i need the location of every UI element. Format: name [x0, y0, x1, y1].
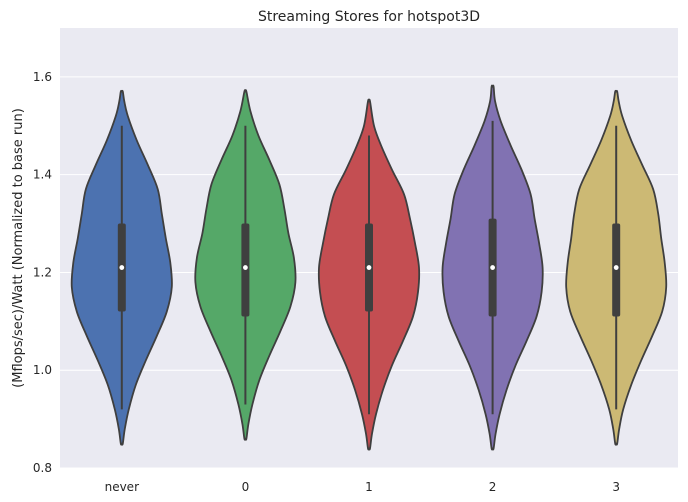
x-tick-label: 1: [365, 480, 373, 494]
violin-never: [70, 89, 173, 446]
violin-3: [565, 89, 668, 446]
violin-median: [613, 265, 619, 270]
y-tick-label: 0.8: [33, 461, 52, 475]
violin-median: [366, 265, 372, 270]
violin-1: [317, 98, 421, 451]
x-tick-label: 0: [242, 480, 250, 494]
violin-2: [441, 84, 544, 451]
y-tick-label: 1.6: [33, 70, 52, 84]
y-tick-labels: 0.8 1.0 1.2 1.4 1.6: [33, 70, 52, 475]
chart-title: Streaming Stores for hotspot3D: [258, 9, 480, 25]
violin-0: [194, 89, 297, 441]
violin-median: [119, 265, 125, 270]
x-tick-label: 2: [489, 480, 497, 494]
x-tick-labels: never 0 1 2 3: [105, 480, 620, 494]
y-tick-label: 1.2: [33, 265, 52, 279]
y-axis-label: (Mflops/sec)/Watt (Normalized to base ru…: [11, 108, 26, 388]
violin-iqr-box: [612, 223, 621, 317]
x-tick-label: never: [105, 480, 139, 494]
violin-median: [490, 265, 495, 270]
violin-iqr-box: [241, 223, 250, 317]
y-tick-label: 1.0: [33, 363, 52, 377]
violins: [70, 84, 668, 451]
y-tick-label: 1.4: [33, 168, 52, 182]
violin-median: [243, 265, 248, 270]
x-tick-label: 3: [612, 480, 620, 494]
